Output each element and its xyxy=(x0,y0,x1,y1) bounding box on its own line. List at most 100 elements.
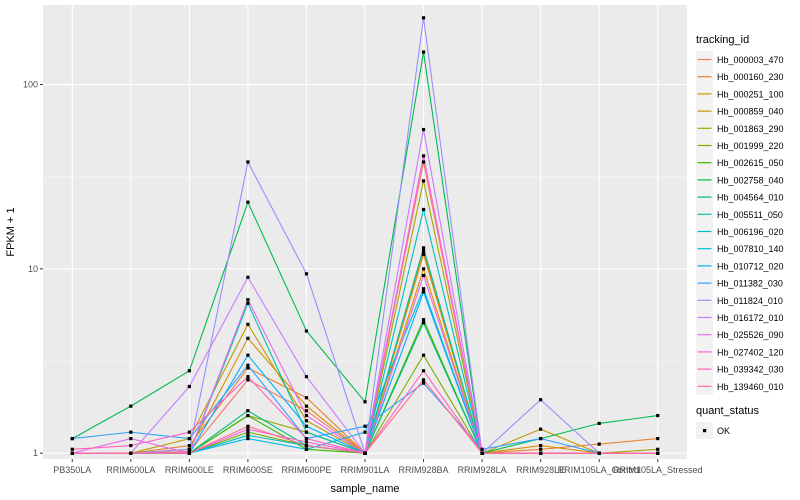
data-point xyxy=(363,430,367,434)
legend-label: Hb_039342_030 xyxy=(717,365,784,375)
data-point xyxy=(480,451,484,455)
data-point xyxy=(421,127,426,132)
legend-label: Hb_006196_020 xyxy=(717,227,784,237)
data-point xyxy=(304,375,309,379)
legend-tracking-id: tracking_id Hb_000003_470 Hb_000160_230 Hb_… xyxy=(696,34,784,395)
x-tick-label: RRIM901LA xyxy=(340,465,389,475)
data-point xyxy=(246,424,250,428)
data-point xyxy=(246,160,250,164)
data-point xyxy=(70,436,74,441)
legend-title: quant_status xyxy=(696,405,759,417)
data-point xyxy=(597,442,601,446)
data-point xyxy=(304,396,309,400)
data-point xyxy=(70,447,74,451)
data-point xyxy=(187,451,191,455)
data-point xyxy=(421,252,426,256)
legend-label: Hb_139460_010 xyxy=(717,382,784,392)
data-point xyxy=(187,443,191,448)
x-axis: PB350LA RRIM600LA RRIM600LE RRIM600SE RRIM60… xyxy=(53,459,703,475)
data-point xyxy=(421,290,426,294)
x-tick-label: RRIM928LE xyxy=(516,465,565,475)
legend-label: Hb_007810_140 xyxy=(717,244,784,254)
data-point xyxy=(363,400,367,404)
data-point xyxy=(304,272,309,276)
x-tick-label: PB350LA xyxy=(53,465,91,475)
data-point xyxy=(304,329,309,333)
data-point xyxy=(421,16,426,20)
legend-title: tracking_id xyxy=(696,34,749,46)
y-tick-label: 1 xyxy=(33,448,38,458)
data-point xyxy=(246,200,250,204)
data-point xyxy=(246,301,250,305)
data-point xyxy=(187,447,191,451)
data-point xyxy=(421,353,426,357)
data-point xyxy=(304,436,309,441)
data-point xyxy=(421,273,426,278)
y-tick-label: 100 xyxy=(23,80,38,90)
data-point xyxy=(304,447,309,451)
data-point xyxy=(187,430,191,434)
data-point xyxy=(129,443,133,448)
data-point xyxy=(129,404,133,408)
legend-label: Hb_000859_040 xyxy=(717,107,784,117)
legend-label: Hb_016172_010 xyxy=(717,313,784,323)
x-tick-label: RRIM928BA xyxy=(399,465,449,475)
x-tick-label: RRIM600LA xyxy=(106,465,155,475)
data-point xyxy=(656,447,660,451)
data-point xyxy=(421,207,426,212)
legend-label: Hb_001863_290 xyxy=(717,124,784,134)
data-point xyxy=(421,160,426,164)
data-point xyxy=(421,154,426,158)
data-point xyxy=(304,430,309,434)
legend-label: Hb_001999_220 xyxy=(717,141,784,151)
data-point xyxy=(246,322,250,326)
legend-label: Hb_000003_470 xyxy=(717,55,784,65)
data-points xyxy=(70,16,660,455)
y-axis-title: FPKM + 1 xyxy=(5,207,17,256)
x-tick-label: RRIM600LE xyxy=(165,465,214,475)
data-point xyxy=(304,409,309,413)
legend-label: OK xyxy=(717,426,730,436)
data-point xyxy=(539,436,543,441)
data-point xyxy=(656,451,660,455)
data-point xyxy=(304,404,309,408)
data-point xyxy=(363,451,367,455)
data-point xyxy=(304,413,309,418)
data-point xyxy=(421,318,426,322)
legend-label: Hb_002615_050 xyxy=(717,158,784,168)
data-point xyxy=(363,424,367,428)
data-point xyxy=(539,427,543,431)
data-point xyxy=(421,246,426,250)
data-point xyxy=(304,424,309,428)
data-point xyxy=(656,436,660,441)
legend-label: Hb_027402_120 xyxy=(717,347,784,357)
legend-label: Hb_000251_100 xyxy=(717,89,784,99)
data-point xyxy=(246,363,250,367)
legend-quant-status: quant_status OK xyxy=(696,405,759,439)
data-point xyxy=(421,321,426,325)
data-point xyxy=(539,398,543,402)
data-point xyxy=(421,179,426,183)
data-point xyxy=(246,375,250,379)
data-point xyxy=(246,409,250,413)
data-point xyxy=(129,436,133,441)
x-tick-label: RRIM105LA_Stressed xyxy=(613,465,703,475)
x-tick-label: RRIM600PE xyxy=(281,465,331,475)
data-point xyxy=(246,275,250,279)
data-point xyxy=(246,433,250,437)
data-point xyxy=(539,447,543,451)
data-point xyxy=(70,451,74,455)
data-point xyxy=(129,430,133,434)
data-point xyxy=(539,443,543,448)
legend-label: Hb_002758_040 xyxy=(717,175,784,185)
data-point xyxy=(187,436,191,441)
data-point xyxy=(246,353,250,357)
data-point xyxy=(129,451,133,455)
data-point xyxy=(656,413,660,418)
data-point xyxy=(187,384,191,389)
x-axis-title: sample_name xyxy=(330,483,399,495)
data-point xyxy=(246,427,250,431)
data-point xyxy=(597,421,601,426)
data-point xyxy=(421,267,426,271)
data-point xyxy=(597,451,601,455)
